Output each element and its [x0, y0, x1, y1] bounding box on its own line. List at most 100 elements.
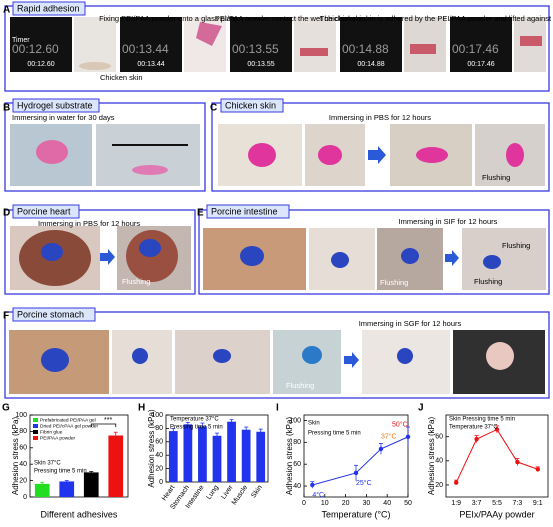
panel-label: C [210, 103, 217, 114]
point [353, 470, 359, 476]
flushing-label: Flushing [286, 381, 314, 390]
legend-swatch [33, 430, 38, 434]
x-tick-label: 10 [321, 500, 329, 507]
panel-tab [12, 98, 100, 113]
skin-label: Chicken skin [100, 73, 143, 82]
point [515, 459, 520, 465]
x-tick-label: 7:3 [513, 500, 523, 507]
y-axis-label: Adhesion stress (kPa) [285, 417, 294, 496]
x-tick-label: Skin [250, 484, 264, 499]
flushing-label: Flushing [380, 278, 408, 287]
annotation: Skin 37°C [34, 461, 61, 467]
annotation: Skin Pressing time 5 min [449, 417, 515, 423]
y-tick-label: 60 [19, 445, 27, 452]
x-tick-label: 5:5 [492, 500, 502, 507]
bar [168, 431, 178, 482]
significance-bracket [90, 423, 117, 427]
photos-f [9, 330, 545, 394]
y-tick-label: 40 [293, 483, 301, 490]
panel-label: I [276, 403, 279, 414]
caption: PEI/PAA powder contact the wet chicken s… [215, 14, 365, 23]
timer-value: 00:13.44 [137, 61, 164, 68]
bar [212, 435, 222, 482]
timer-overlay: 00:17.46 [452, 42, 499, 56]
panel-tab [206, 204, 290, 219]
y-tick-label: 40 [155, 452, 163, 459]
y-axis-label: Adhesion stress (kPa) [147, 409, 156, 488]
panel-label: A [3, 5, 10, 16]
x-tick-label: 3:7 [472, 500, 482, 507]
legend-swatch [33, 436, 38, 440]
annotation: Pressing time 5 min [170, 425, 223, 431]
x-tick-label: 0 [302, 500, 306, 507]
timer-overlay: 00:14.88 [342, 42, 389, 56]
y-tick-label: 60 [293, 461, 301, 468]
panel-frame [4, 102, 206, 192]
x-tick-label: 9:1 [533, 500, 543, 507]
plot-frame [303, 414, 409, 498]
bar [256, 431, 266, 482]
timer-overlay: 00:13.55 [232, 42, 279, 56]
x-tick-label: 30 [363, 500, 371, 507]
x-axis-label: Different adhesives [41, 509, 118, 519]
panel-label: F [3, 311, 9, 322]
x-axis-label: Temperature (°C) [321, 509, 390, 519]
panel-title: Porcine intestine [211, 206, 278, 216]
panel-tab [12, 307, 96, 322]
y-tick-label: 40 [19, 461, 27, 468]
panel-frame [4, 209, 196, 295]
point [454, 480, 459, 485]
point [405, 434, 411, 440]
bar [183, 424, 193, 482]
point-label: 4°C [312, 491, 324, 499]
point [310, 482, 315, 488]
caption: The chicken skin is adhered by the PEI/P… [320, 14, 553, 23]
legend-label: PEI/PAA powder [40, 435, 76, 441]
y-tick-label: 60 [155, 439, 163, 446]
bar [108, 435, 124, 497]
flushing-label: Flushing [502, 241, 530, 250]
y-tick-label: 0 [159, 479, 163, 486]
flushing-label: Flushing [122, 277, 150, 286]
line [312, 436, 409, 486]
y-tick-label: 60 [435, 434, 443, 441]
caption: Fixing PEI/PAA powder onto a glass plate [99, 14, 237, 23]
y-tick-label: 80 [155, 425, 163, 432]
y-tick-label: 40 [435, 458, 443, 465]
timers: 00:12.60 00:12.60 00:13.44 00:13.44 00:13.55… [12, 42, 499, 68]
plot-frame [445, 414, 549, 498]
bar [241, 429, 251, 482]
legend-swatch [33, 424, 38, 428]
point-label: 50°C [392, 421, 408, 429]
panel-label: E [197, 208, 204, 219]
point [474, 436, 479, 442]
timer-value: 00:17.46 [467, 61, 494, 68]
photos-a [10, 17, 546, 72]
panel-label: H [138, 403, 145, 414]
annotation: *** [104, 417, 112, 424]
y-tick-label: 100 [151, 412, 163, 419]
bar [34, 483, 50, 497]
caption: Immersing in PBS for 12 hours [38, 219, 140, 228]
point-label: 25°C [356, 479, 372, 487]
panel-title: Chicken skin [225, 100, 276, 110]
y-tick-label: 20 [19, 477, 27, 484]
annotation: Temperature 37°C [449, 425, 498, 431]
y-tick-label: 100 [289, 417, 301, 424]
panel-frame [198, 209, 550, 295]
x-tick-label: Lung [205, 484, 220, 501]
bar [59, 481, 75, 497]
y-tick-label: 100 [15, 412, 27, 419]
panel-title: Porcine stomach [17, 309, 84, 319]
point [494, 427, 500, 432]
legend-label: Dried PEI/cPAA gel powder [40, 423, 98, 429]
x-tick-label: 1:9 [451, 500, 461, 507]
panel-label: J [418, 403, 424, 414]
timer-value: 00:12.60 [27, 61, 54, 68]
x-tick-label: 20 [342, 500, 350, 507]
caption: Immersing in water for 30 days [12, 113, 115, 122]
panel-title: Rapid adhesion [17, 3, 80, 13]
photos-d [10, 226, 191, 290]
panel-tab [220, 98, 284, 113]
x-tick-label: 40 [383, 500, 391, 507]
